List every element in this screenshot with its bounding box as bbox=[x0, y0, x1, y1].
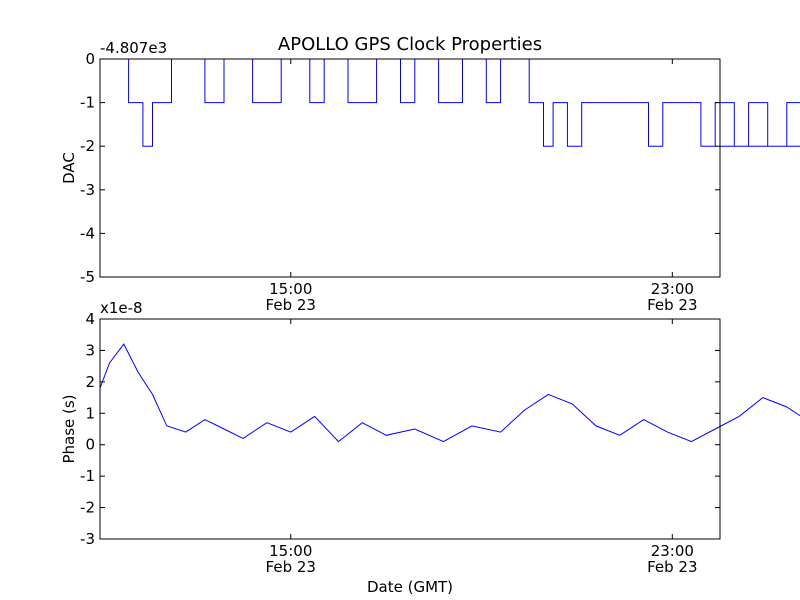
phase-axes-frame bbox=[99, 318, 721, 540]
phase-y-axis-label: Phase (s) bbox=[60, 394, 78, 463]
figure-title: APOLLO GPS Clock Properties bbox=[278, 34, 542, 55]
dac-axes-frame bbox=[99, 58, 721, 278]
phase-y-tick-label: 4 bbox=[85, 310, 95, 328]
dac-x-tick-date-label: Feb 23 bbox=[266, 296, 316, 314]
phase-series-line bbox=[99, 343, 800, 443]
phase-x-tick-time-label: 15:00 bbox=[269, 542, 312, 560]
dac-y-tick-label: -5 bbox=[80, 268, 95, 286]
dac-y-axis-label: DAC bbox=[60, 152, 78, 184]
dac-x-tick-time-label: 23:00 bbox=[651, 280, 694, 298]
phase-y-tick-label: 0 bbox=[85, 436, 95, 454]
dac-series-line bbox=[100, 58, 800, 147]
dac-y-tick-label: -3 bbox=[80, 181, 95, 199]
dac-x-tick-time-label: 15:00 bbox=[269, 280, 312, 298]
phase-y-tick-label: -3 bbox=[80, 530, 95, 548]
dac-y-offset-label: -4.807e3 bbox=[100, 39, 167, 57]
phase-y-offset-label: x1e-8 bbox=[100, 299, 143, 317]
x-axis-label: Date (GMT) bbox=[367, 578, 453, 596]
phase-x-tick-date-label: Feb 23 bbox=[266, 558, 316, 576]
dac-y-tick-label: -2 bbox=[80, 137, 95, 155]
dac-y-tick-label: 0 bbox=[85, 50, 95, 68]
phase-x-tick-time-label: 23:00 bbox=[651, 542, 694, 560]
phase-y-tick-label: -2 bbox=[80, 499, 95, 517]
dac-y-tick-label: -4 bbox=[80, 224, 95, 242]
phase-x-tick-date-label: Feb 23 bbox=[647, 558, 697, 576]
dac-x-tick-date-label: Feb 23 bbox=[647, 296, 697, 314]
phase-y-tick-label: -1 bbox=[80, 467, 95, 485]
dac-y-tick-label: -1 bbox=[80, 94, 95, 112]
phase-y-tick-label: 1 bbox=[85, 404, 95, 422]
phase-y-tick-label: 2 bbox=[85, 373, 95, 391]
phase-y-tick-label: 3 bbox=[85, 341, 95, 359]
